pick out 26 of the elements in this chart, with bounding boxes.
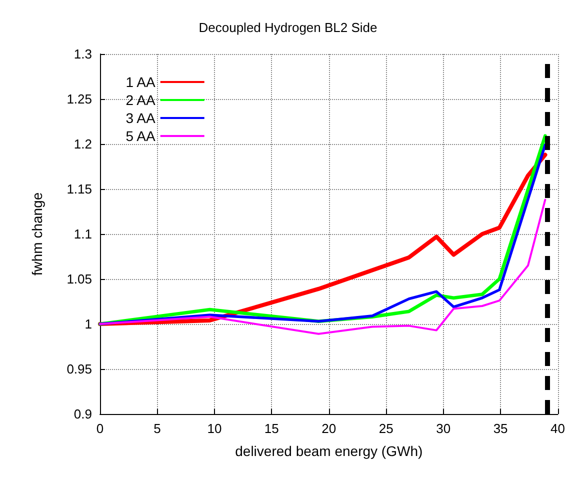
legend-label: 2 AA <box>126 92 156 108</box>
y-tick-label: 0.9 <box>74 406 92 422</box>
legend-label: 5 AA <box>126 128 156 144</box>
x-tick-label: 15 <box>264 421 279 436</box>
y-axis-title: fwhm change <box>29 192 45 276</box>
y-tick-label: 0.95 <box>66 362 92 376</box>
legend-label: 3 AA <box>126 110 156 126</box>
x-tick-label: 10 <box>207 421 222 436</box>
y-tick-label: 1.2 <box>74 136 92 152</box>
y-tick-label: 1.15 <box>66 182 92 196</box>
line-series <box>99 198 546 335</box>
x-tick-label: 5 <box>154 421 161 436</box>
x-tick-label: 25 <box>378 421 394 436</box>
y-tick-label: 1.05 <box>66 272 92 286</box>
y-tick-label: 1.25 <box>66 92 92 106</box>
y-tick-label: 1 <box>84 316 92 332</box>
x-tick-label: 40 <box>550 421 566 436</box>
y-tick-label: 1.1 <box>74 226 92 242</box>
x-tick-label: 30 <box>436 421 451 436</box>
x-tick-label: 35 <box>493 421 508 436</box>
x-axis-title: delivered beam energy (GWh) <box>235 443 423 459</box>
chart-title: Decoupled Hydrogen BL2 Side <box>198 20 378 35</box>
y-tick-label: 1.3 <box>74 46 92 62</box>
x-tick-label: 0 <box>96 421 104 436</box>
x-tick-label: 20 <box>322 421 336 436</box>
legend-label: 1 AA <box>126 74 156 90</box>
